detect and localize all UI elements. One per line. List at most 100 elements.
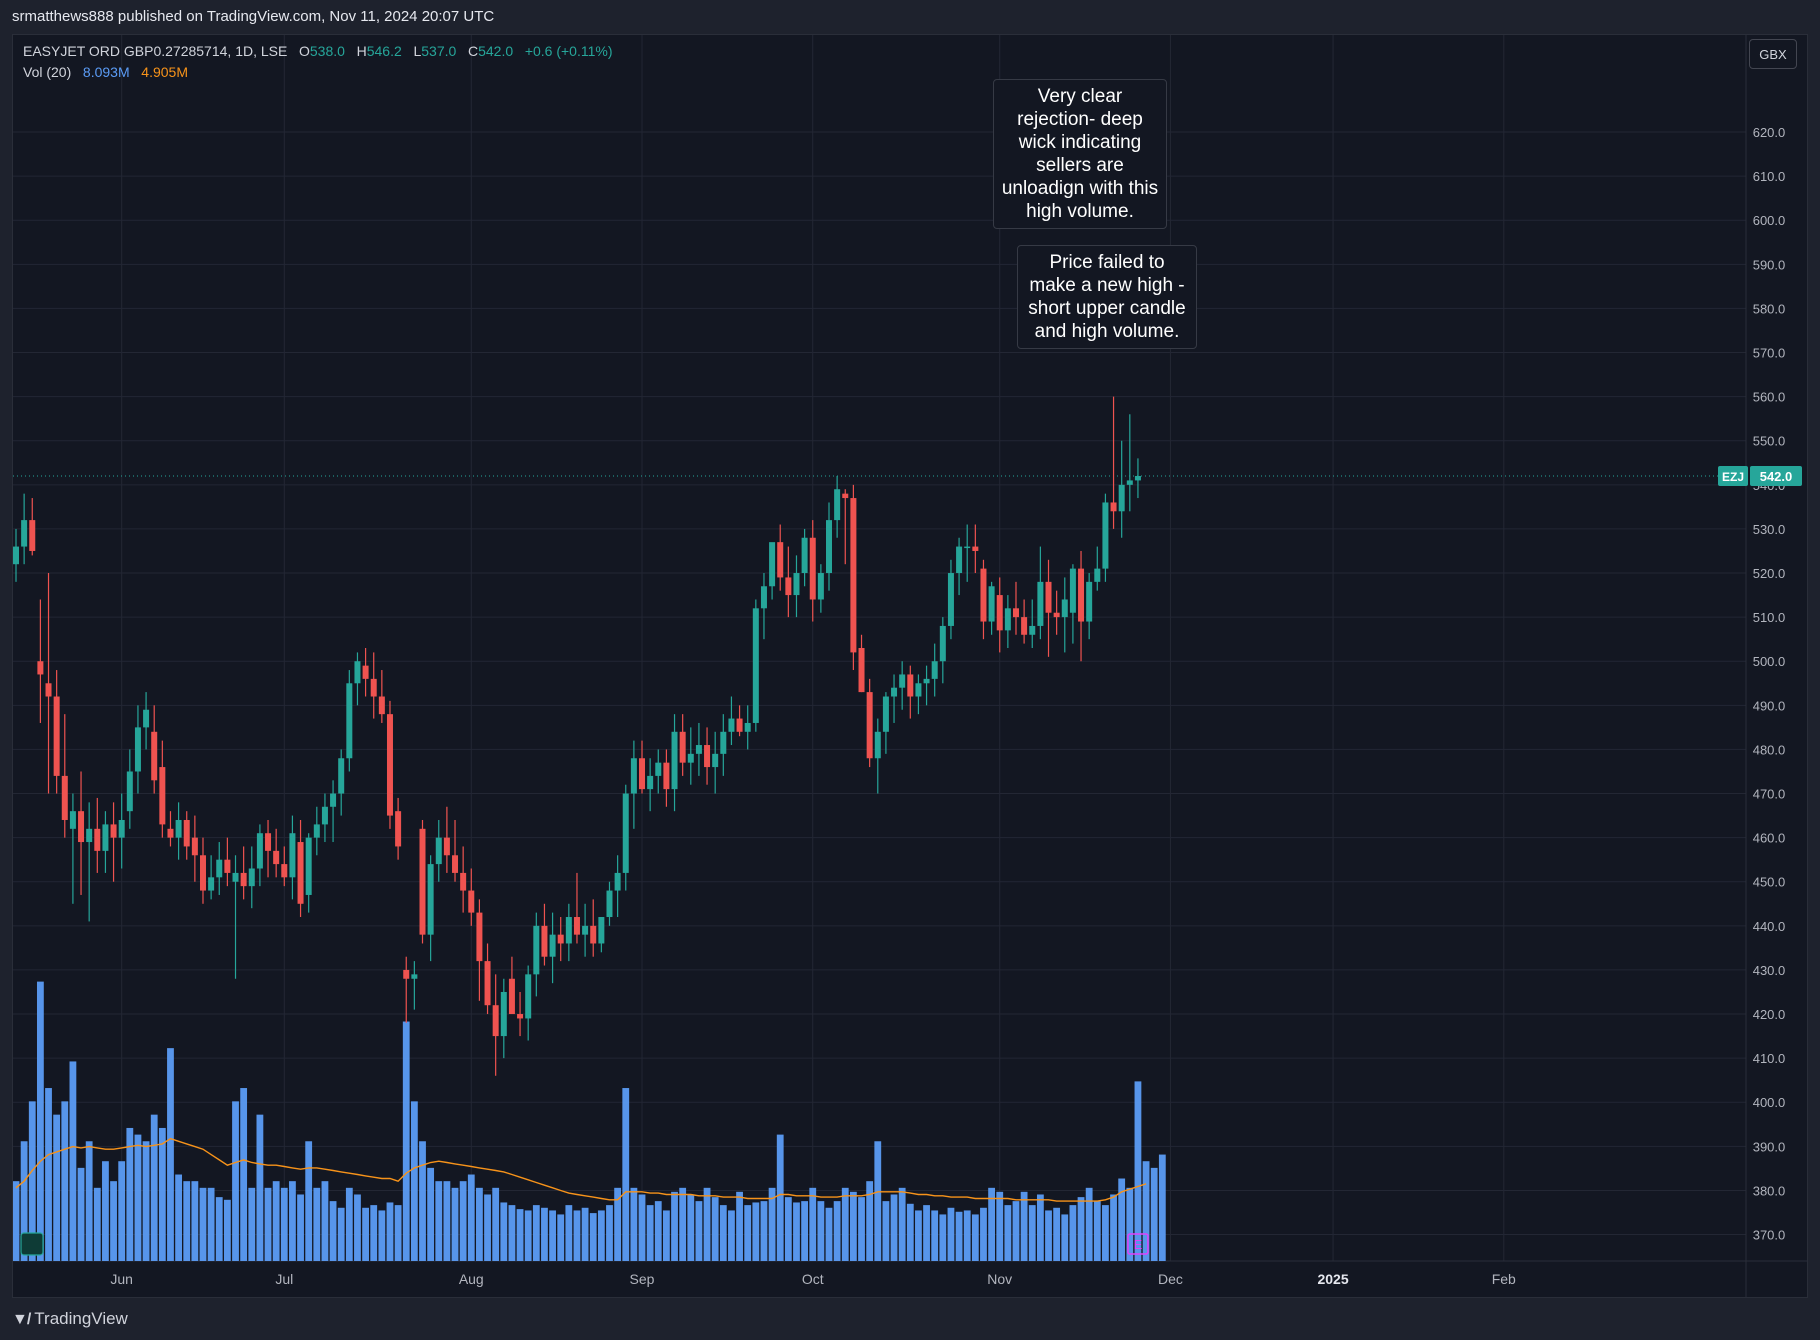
candle-up — [622, 793, 629, 873]
volume-bar — [345, 1187, 353, 1261]
candle-up — [208, 877, 215, 891]
volume-bar — [841, 1187, 849, 1261]
volume-bar — [996, 1191, 1004, 1261]
y-tick-label: 490.0 — [1753, 698, 1786, 713]
volume-bar — [532, 1205, 540, 1261]
volume-bar — [638, 1194, 646, 1261]
tradingview-logo[interactable]: ▼/TradingView — [12, 1308, 128, 1331]
volume-bar — [817, 1201, 825, 1261]
candle-down — [370, 678, 377, 697]
x-tick-label: Sep — [630, 1271, 655, 1287]
annotation-failed-high[interactable]: Price failed to make a new high - short … — [1017, 245, 1197, 349]
volume-bar — [1020, 1191, 1028, 1261]
volume-bar — [581, 1207, 589, 1261]
volume-bar — [150, 1114, 158, 1261]
y-tick-label: 420.0 — [1753, 1007, 1786, 1022]
candle-up — [305, 837, 312, 895]
y-tick-label: 480.0 — [1753, 742, 1786, 757]
candle-up — [598, 917, 605, 944]
volume-bar — [1093, 1201, 1101, 1261]
candle-down — [573, 917, 580, 935]
volume-bar — [1069, 1205, 1077, 1261]
candle-up — [1102, 502, 1109, 569]
candle-down — [842, 493, 849, 499]
candle-up — [606, 890, 613, 918]
volume-bar — [524, 1210, 532, 1261]
chart-panel[interactable]: 370.0 380.0 390.0 400.0 410.0 420.0 430.0 440.0… — [12, 34, 1808, 1298]
volume-bar — [1077, 1197, 1085, 1261]
annotation-rejection[interactable]: Very clear rejection- deep wick indicati… — [993, 79, 1167, 229]
volume-bar — [557, 1214, 565, 1261]
y-tick-label: 610.0 — [1753, 169, 1786, 184]
volume-title[interactable]: Vol (20) — [23, 64, 72, 80]
volume-bar — [573, 1210, 581, 1261]
volume-bar — [264, 1187, 272, 1261]
y-tick-label: 430.0 — [1753, 963, 1786, 978]
candle-down — [1021, 617, 1028, 635]
candle-down — [419, 828, 426, 935]
candle-down — [517, 1014, 524, 1019]
candle-up — [801, 537, 808, 574]
candle-up — [1118, 484, 1125, 512]
candle-down — [297, 842, 304, 904]
volume-bar — [736, 1191, 743, 1261]
candle-up — [126, 771, 133, 812]
volume-bar — [240, 1088, 248, 1261]
candle-up — [988, 586, 995, 622]
candle-up — [21, 520, 28, 547]
candle-up — [330, 793, 337, 807]
candle-down — [777, 542, 784, 578]
volume-bar — [760, 1201, 768, 1261]
candle-down — [29, 520, 36, 551]
volume-bar — [955, 1211, 963, 1261]
volume-ma-value: 4.905M — [141, 64, 188, 80]
volume-bar — [719, 1205, 727, 1261]
candle-down — [785, 577, 792, 596]
volume-bar — [175, 1174, 182, 1261]
y-tick-label: 510.0 — [1753, 610, 1786, 625]
candle-down — [265, 833, 272, 851]
candle-down — [679, 731, 686, 763]
footer: ▼/TradingView — [0, 1298, 1820, 1340]
candle-up — [232, 872, 239, 882]
volume-bar — [866, 1181, 874, 1261]
candle-down — [273, 850, 280, 865]
tradingview-logo-icon: ▼/ — [12, 1311, 31, 1328]
candle-down — [590, 925, 597, 944]
candle-down — [1012, 608, 1019, 618]
candle-down — [972, 546, 979, 551]
candle-up — [313, 824, 320, 838]
volume-bar — [654, 1201, 662, 1261]
candle-up — [915, 683, 922, 697]
candle-up — [891, 687, 898, 697]
published-header: srmatthews888 published on TradingView.c… — [0, 0, 1820, 34]
volume-row: Vol (20) 8.093M 4.905M — [23, 62, 613, 83]
volume-bar — [459, 1181, 467, 1261]
candle-down — [980, 568, 987, 622]
candle-up — [817, 573, 824, 600]
candle-down — [1110, 502, 1117, 512]
volume-bar — [451, 1187, 459, 1261]
volume-bar — [207, 1187, 215, 1261]
candle-down — [484, 961, 491, 1006]
price-chart[interactable]: 370.0 380.0 390.0 400.0 410.0 420.0 430.0 440.0… — [13, 35, 1807, 1297]
candle-up — [874, 731, 881, 759]
volume-bar — [191, 1181, 199, 1261]
candle-down — [508, 978, 515, 1015]
currency-button[interactable]: GBX — [1749, 39, 1797, 69]
volume-bar — [118, 1161, 126, 1261]
candle-down — [386, 714, 393, 816]
candle-down — [151, 731, 158, 781]
volume-bar — [606, 1205, 613, 1261]
volume-bar — [988, 1187, 995, 1261]
candle-up — [13, 546, 19, 565]
symbol-label[interactable]: EASYJET ORD GBP0.27285714, 1D, LSE — [23, 43, 288, 59]
candle-up — [834, 489, 841, 521]
volume-bar — [427, 1167, 435, 1261]
volume-bar — [467, 1174, 475, 1261]
candle-up — [69, 811, 76, 829]
volume-bar — [443, 1181, 451, 1261]
volume-bar — [394, 1205, 402, 1261]
candle-up — [769, 542, 776, 587]
candle-up — [1134, 476, 1141, 481]
